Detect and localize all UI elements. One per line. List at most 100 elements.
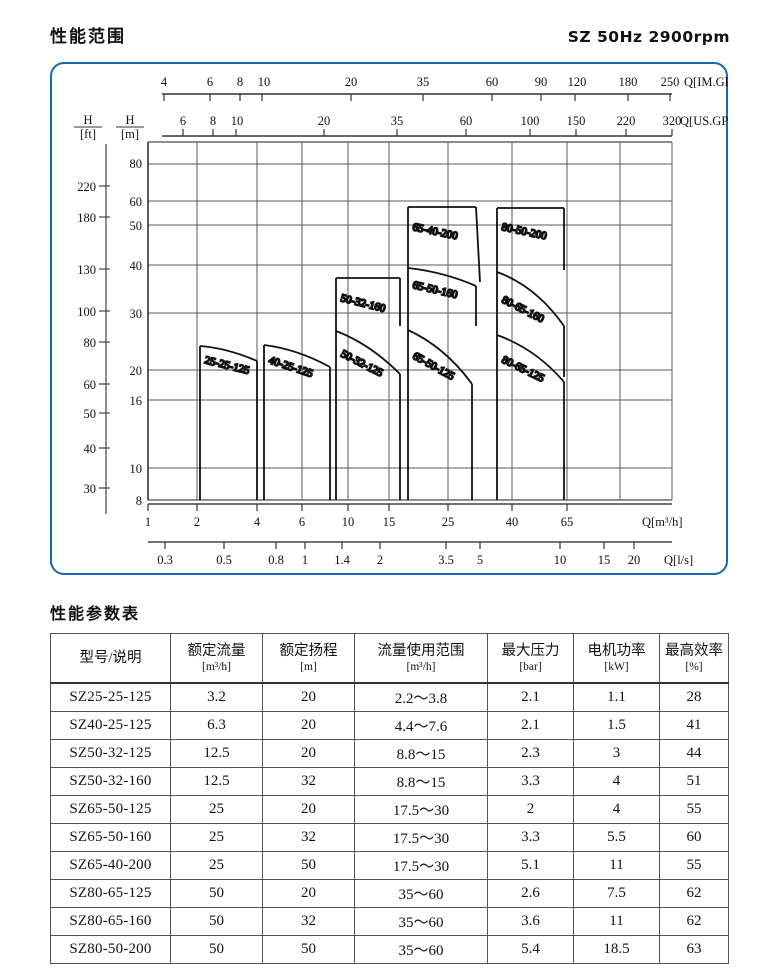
cell-flow-range: 8.8～15	[354, 739, 488, 768]
table-row[interactable]: SZ80-50-200 50 50 35～60 5.4 18.5 63	[50, 935, 729, 964]
tick-label-bottom-m3h: 40	[506, 515, 519, 529]
col-header-rated-head: 额定扬程 [m]	[262, 633, 355, 684]
axis-label-bottom-m3h: Q[m³/h]	[642, 515, 683, 529]
cell-rated-head: 20	[262, 739, 355, 768]
cell-motor-power: 1.1	[573, 682, 660, 712]
tick-label-top-imgpm: 4	[161, 75, 168, 89]
table-row[interactable]: SZ80-65-160 50 32 35～60 3.6 11 62	[50, 907, 729, 936]
envelope-80-50-200[interactable]: 80-50-200	[496, 207, 565, 272]
envelope-label-65-40-200: 65-40-200	[411, 221, 459, 242]
cell-max-efficiency: 55	[659, 795, 729, 824]
cell-model: SZ80-65-160	[50, 907, 171, 936]
cell-rated-flow: 50	[170, 907, 263, 936]
envelope-80-65-125[interactable]: 80-65-125	[496, 334, 565, 500]
envelope-40-25-125[interactable]: 40-25-125	[263, 344, 331, 500]
tick-label-left-ft: 80	[84, 336, 97, 350]
cell-flow-range: 35～60	[354, 935, 488, 964]
axis-label-top-imgpm: Q[IM.GPM]	[684, 75, 728, 89]
tick-label-top-imgpm: 35	[417, 75, 430, 89]
table-row[interactable]: SZ65-50-125 25 20 17.5～30 2 4 55	[50, 795, 729, 824]
cell-motor-power: 1.5	[573, 711, 660, 740]
tick-label-left-m: 10	[130, 462, 143, 476]
cell-rated-head: 20	[262, 879, 355, 908]
cell-motor-power: 4	[573, 795, 660, 824]
tick-label-left-m: 80	[130, 157, 143, 171]
cell-motor-power: 11	[573, 851, 660, 880]
cell-max-pressure: 3.3	[487, 767, 574, 796]
cell-max-pressure: 2.1	[487, 682, 574, 712]
cell-max-pressure: 3.3	[487, 823, 574, 852]
table-row[interactable]: SZ40-25-125 6.3 20 4.4～7.6 2.1 1.5 41	[50, 711, 729, 740]
table-row[interactable]: SZ65-50-160 25 32 17.5～30 3.3 5.5 60	[50, 823, 729, 852]
cell-flow-range: 17.5～30	[354, 851, 488, 880]
tick-label-top-imgpm: 6	[207, 75, 213, 89]
tick-label-top-imgpm: 10	[258, 75, 271, 89]
cell-motor-power: 5.5	[573, 823, 660, 852]
tick-label-top-usgpm: 150	[567, 114, 586, 128]
cell-model: SZ40-25-125	[50, 711, 171, 740]
performance-range-chart-panel: 4 6 8 10 20 35 60 90 120 180 250 Q[IM.GP…	[50, 62, 728, 575]
axis-top-us-gpm: 6 8 10 20 35 60 100 150 220 320 Q[US.GPM…	[162, 114, 728, 137]
tick-label-bottom-ls: 10	[554, 553, 567, 567]
chart-envelopes: 25-25-125 40-25-125 50-32-125 50-32-160 …	[199, 206, 565, 500]
page-header: 性能范围 SZ 50Hz 2900rpm	[50, 22, 730, 52]
table-row[interactable]: SZ80-65-125 50 20 35～60 2.6 7.5 62	[50, 879, 729, 908]
axis-label-left-ft: H [ft]	[74, 113, 102, 141]
cell-max-efficiency: 44	[659, 739, 729, 768]
cell-rated-head: 20	[262, 682, 355, 712]
cell-rated-head: 50	[262, 851, 355, 880]
tick-label-left-ft: 180	[77, 211, 96, 225]
axis-left-ft: 220 180 130 100 80 60 50 40 30	[77, 144, 110, 514]
tick-label-top-usgpm: 35	[391, 114, 404, 128]
cell-model: SZ50-32-125	[50, 739, 171, 768]
cell-max-pressure: 5.4	[487, 935, 574, 964]
cell-max-efficiency: 41	[659, 711, 729, 740]
cell-rated-head: 20	[262, 795, 355, 824]
tick-label-left-ft: 50	[84, 407, 97, 421]
tick-label-bottom-m3h: 25	[442, 515, 455, 529]
tick-label-bottom-m3h: 2	[194, 515, 200, 529]
tick-label-left-ft: 130	[77, 263, 96, 277]
envelope-65-50-125[interactable]: 65-50-125	[407, 329, 473, 500]
tick-label-top-usgpm: 10	[231, 114, 244, 128]
tick-label-top-usgpm: 60	[460, 114, 473, 128]
table-row[interactable]: SZ50-32-160 12.5 32 8.8～15 3.3 4 51	[50, 767, 729, 796]
tick-label-bottom-m3h: 65	[561, 515, 574, 529]
envelope-25-25-125[interactable]: 25-25-125	[199, 345, 258, 500]
envelope-label-65-50-125: 65-50-125	[411, 350, 457, 383]
cell-rated-flow: 50	[170, 879, 263, 908]
performance-parameter-table: 型号/说明 额定流量 [m³/h] 额定扬程 [m] 流量使用范围 [m³/h]…	[50, 633, 729, 964]
table-row[interactable]: SZ65-40-200 25 50 17.5～30 5.1 11 55	[50, 851, 729, 880]
tick-label-bottom-m3h: 15	[383, 515, 396, 529]
tick-label-bottom-m3h: 4	[254, 515, 261, 529]
axis-top-im-gpm: 4 6 8 10 20 35 60 90 120 180 250 Q[IM.GP…	[161, 75, 728, 101]
cell-rated-head: 32	[262, 907, 355, 936]
cell-rated-head: 32	[262, 767, 355, 796]
cell-rated-flow: 6.3	[170, 711, 263, 740]
cell-flow-range: 17.5～30	[354, 795, 488, 824]
tick-label-bottom-ls: 20	[628, 553, 641, 567]
cell-max-pressure: 2.3	[487, 739, 574, 768]
tick-label-left-m: 40	[130, 259, 143, 273]
envelope-65-40-200[interactable]: 65-40-200	[407, 206, 481, 283]
cell-model: SZ80-65-125	[50, 879, 171, 908]
cell-motor-power: 4	[573, 767, 660, 796]
envelope-50-32-125[interactable]: 50-32-125	[335, 330, 401, 500]
envelope-50-32-160[interactable]: 50-32-160	[335, 277, 401, 331]
tick-label-bottom-ls: 1.4	[334, 553, 350, 567]
envelope-label-40-25-125: 40-25-125	[267, 354, 315, 380]
svg-text:[ft]: [ft]	[80, 127, 96, 141]
envelope-65-50-160[interactable]: 65-50-160	[407, 267, 477, 330]
cell-max-pressure: 2.6	[487, 879, 574, 908]
tick-label-top-imgpm: 120	[568, 75, 587, 89]
cell-rated-head: 20	[262, 711, 355, 740]
tick-label-bottom-ls: 5	[477, 553, 483, 567]
envelope-label-25-25-125: 25-25-125	[203, 354, 251, 377]
table-header-row: 型号/说明 额定流量 [m³/h] 额定扬程 [m] 流量使用范围 [m³/h]…	[50, 633, 729, 684]
table-row[interactable]: SZ50-32-125 12.5 20 8.8～15 2.3 3 44	[50, 739, 729, 768]
tick-label-top-usgpm: 100	[521, 114, 540, 128]
cell-rated-flow: 12.5	[170, 767, 263, 796]
table-row[interactable]: SZ25-25-125 3.2 20 2.2～3.8 2.1 1.1 28	[50, 682, 729, 712]
tick-label-left-m: 50	[130, 219, 143, 233]
tick-label-top-usgpm: 320	[663, 114, 682, 128]
